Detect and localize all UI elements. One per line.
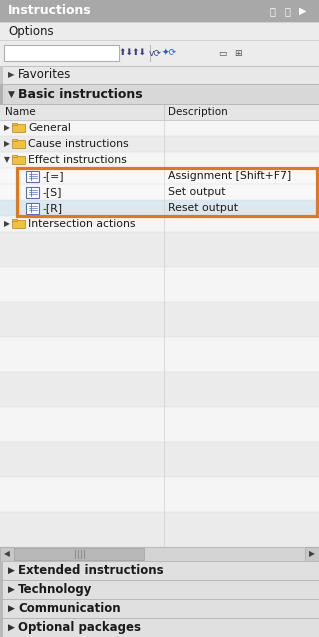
Bar [12, 220, 25, 228]
Text: ▶: ▶ [4, 220, 10, 229]
Text: -[=]: -[=] [42, 171, 63, 181]
Bar [12, 155, 17, 157]
Bar [0, 66, 319, 84]
Bar [0, 547, 319, 561]
Bar [0, 40, 319, 66]
Bar [12, 219, 17, 221]
Bar [17, 168, 317, 216]
Bar [0, 184, 319, 200]
Text: -[R]: -[R] [42, 203, 62, 213]
Text: ▼: ▼ [4, 155, 10, 164]
Text: ▶: ▶ [4, 140, 10, 148]
Text: Communication: Communication [18, 602, 121, 615]
Bar [0, 66, 3, 84]
Bar [0, 216, 319, 232]
Bar [26, 187, 39, 197]
Bar [0, 599, 319, 618]
Text: ▶: ▶ [8, 566, 14, 575]
Text: Instructions: Instructions [8, 4, 92, 17]
Bar [12, 156, 25, 164]
Bar [0, 84, 319, 104]
Text: ◀: ◀ [4, 550, 10, 559]
Text: Extended instructions: Extended instructions [18, 564, 164, 577]
Bar [0, 618, 319, 637]
Text: ⬆⬇: ⬆⬇ [131, 48, 146, 57]
Bar [0, 152, 319, 168]
Text: Cause instructions: Cause instructions [28, 139, 129, 149]
Text: ▶: ▶ [4, 124, 10, 132]
Bar [26, 171, 39, 182]
Bar [0, 580, 319, 599]
Bar [0, 618, 3, 637]
Text: Optional packages: Optional packages [18, 621, 141, 634]
Bar [12, 123, 17, 125]
Text: v⟳: v⟳ [149, 48, 161, 57]
Text: ✦⟳: ✦⟳ [161, 48, 176, 57]
Bar [0, 84, 3, 104]
Bar [0, 232, 319, 267]
Bar [0, 0, 319, 22]
Text: ▭: ▭ [218, 48, 226, 57]
Text: Reset output: Reset output [168, 203, 238, 213]
Bar [14, 548, 144, 560]
Bar [0, 136, 319, 152]
Bar [0, 599, 3, 618]
Bar [0, 267, 319, 302]
Text: ▶: ▶ [8, 623, 14, 632]
Bar [0, 561, 319, 580]
Bar [12, 140, 25, 148]
Text: ▶: ▶ [8, 585, 14, 594]
Text: ⧉: ⧉ [269, 6, 275, 16]
Text: Technology: Technology [18, 583, 93, 596]
Text: -[S]: -[S] [42, 187, 62, 197]
Bar [0, 580, 3, 599]
Text: ▼: ▼ [8, 90, 14, 99]
Bar [12, 124, 25, 132]
Bar [0, 22, 319, 40]
Bar [0, 104, 319, 120]
Text: Name: Name [5, 107, 36, 117]
Text: Set output: Set output [168, 187, 226, 197]
Bar [0, 407, 319, 442]
Bar [0, 200, 319, 216]
Bar [12, 139, 17, 141]
Text: ⊞: ⊞ [234, 48, 242, 57]
Text: Description: Description [168, 107, 228, 117]
Text: #c0c0c0: #c0c0c0 [157, 617, 162, 619]
Text: Favorites: Favorites [18, 69, 71, 82]
Bar [4, 45, 119, 61]
Bar [0, 302, 319, 337]
Bar [26, 203, 39, 213]
Bar [0, 512, 319, 547]
Bar [0, 547, 14, 561]
Bar [0, 168, 319, 184]
Text: ▶: ▶ [309, 550, 315, 559]
Text: Assignment [Shift+F7]: Assignment [Shift+F7] [168, 171, 291, 181]
Text: ▶: ▶ [299, 6, 307, 16]
Text: ▶: ▶ [8, 604, 14, 613]
Bar [0, 477, 319, 512]
Text: Basic instructions: Basic instructions [18, 87, 143, 101]
Text: Intersection actions: Intersection actions [28, 219, 136, 229]
Text: ⏸: ⏸ [284, 6, 290, 16]
Text: ⬆⬇: ⬆⬇ [118, 48, 133, 57]
Bar [0, 561, 3, 580]
Text: Effect instructions: Effect instructions [28, 155, 127, 165]
Bar [0, 120, 319, 136]
Bar [305, 547, 319, 561]
Bar [0, 442, 319, 477]
Text: Activate Windows
Go to Settings to activate Windows.: Activate Windows Go to Settings to activ… [73, 613, 247, 634]
Text: ▶: ▶ [8, 71, 14, 80]
Bar [0, 337, 319, 372]
Text: Options: Options [8, 24, 54, 38]
Text: General: General [28, 123, 71, 133]
Bar [0, 372, 319, 407]
